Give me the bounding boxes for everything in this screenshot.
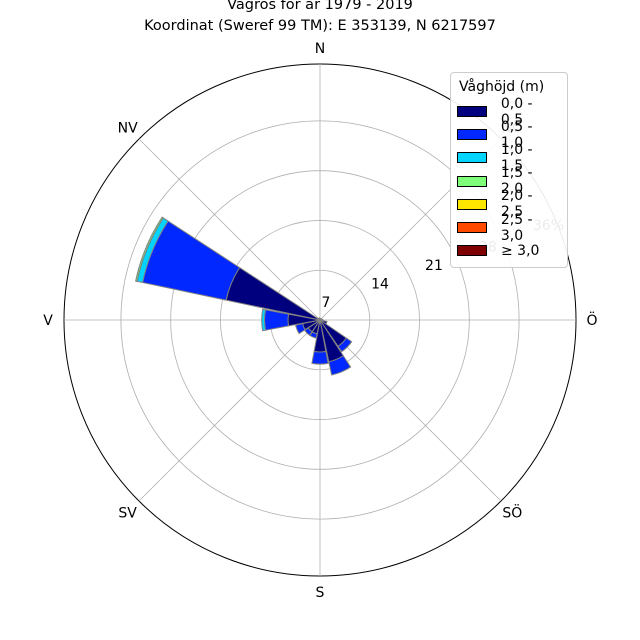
legend: Våghöjd (m) 0,0 - 0,5 0,5 - 1,0 1,0 - 1,5 1… — [450, 72, 568, 269]
direction-label: SV — [118, 505, 137, 521]
legend-entry: 0,5 - 1,0 — [457, 119, 559, 151]
direction-label: N — [315, 41, 325, 57]
legend-label: 2,0 - 2,5 — [500, 188, 533, 221]
direction-label: NV — [118, 121, 138, 137]
rose-bar-VNV — [135, 216, 164, 282]
legend-label: 0,0 - 0,5 — [500, 95, 533, 128]
direction-label: V — [43, 313, 53, 329]
legend-swatch — [457, 175, 487, 187]
legend-title: Våghöjd (m) — [459, 79, 545, 95]
rose-bar-VSV — [295, 323, 306, 335]
legend-entries: 0,0 - 0,5 0,5 - 1,0 1,0 - 1,5 1,5 - 2,0 2,0 … — [457, 96, 559, 262]
legend-swatch — [457, 106, 487, 118]
grid-spoke — [138, 138, 321, 321]
rose-bar-SSÖ — [328, 355, 352, 376]
rose-bar-V — [261, 308, 267, 332]
radial-tick-label: 7 — [322, 295, 331, 311]
legend-entry: 0,0 - 0,5 — [457, 96, 559, 128]
direction-label: Ö — [586, 311, 597, 329]
chart-title: Vågros för år 1979 - 2019 — [227, 0, 413, 13]
grid-spoke — [319, 319, 502, 502]
direction-label: S — [316, 585, 325, 601]
direction-label: SÖ — [502, 503, 522, 521]
legend-swatch — [457, 129, 487, 141]
rose-bars — [135, 216, 353, 376]
legend-swatch — [457, 198, 487, 210]
legend-label: 1,0 - 1,5 — [500, 141, 533, 174]
legend-label: 0,5 - 1,0 — [500, 118, 533, 151]
radial-tick-label: 21 — [425, 258, 443, 274]
legend-label: 2,5 - 3,0 — [500, 211, 533, 244]
grid-spoke — [138, 319, 321, 502]
chart-subtitle: Koordinat (Sweref 99 TM): E 353139, N 62… — [144, 18, 496, 34]
rose-bar-SÖ — [337, 337, 353, 353]
rose-bar-NNV — [318, 317, 321, 321]
legend-entry: 1,0 - 1,5 — [457, 142, 559, 174]
legend-entry: ≥ 3,0 — [457, 239, 559, 262]
radial-tick-label: 14 — [371, 276, 389, 292]
legend-swatch — [457, 152, 487, 164]
legend-entry: 2,5 - 3,0 — [457, 212, 559, 244]
legend-entry: 1,5 - 2,0 — [457, 165, 559, 197]
legend-entry: 2,0 - 2,5 — [457, 188, 559, 220]
legend-swatch — [457, 245, 487, 257]
polar-grid — [63, 63, 577, 577]
legend-label: 1,5 - 2,0 — [500, 165, 533, 198]
legend-label: ≥ 3,0 — [501, 242, 540, 259]
rose-bar-S — [311, 350, 329, 365]
legend-swatch — [457, 222, 487, 234]
